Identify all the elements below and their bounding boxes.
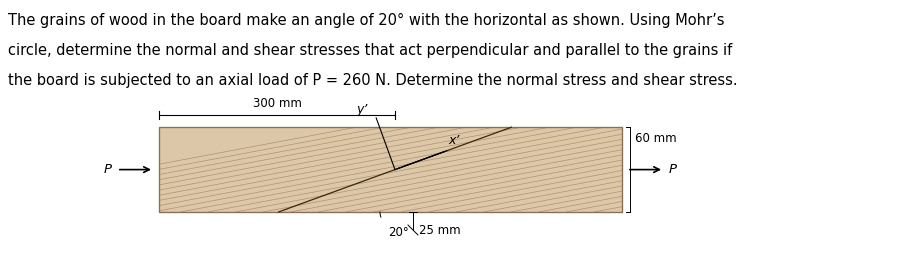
Text: 300 mm: 300 mm xyxy=(252,97,301,110)
Text: y’: y’ xyxy=(357,103,368,116)
Text: 20°: 20° xyxy=(388,226,409,239)
Text: P: P xyxy=(669,163,677,176)
Bar xyxy=(159,127,622,212)
Text: The grains of wood in the board make an angle of 20° with the horizontal as show: The grains of wood in the board make an … xyxy=(8,13,725,28)
Text: the board is subjected to an axial load of P = 260 N. Determine the normal stres: the board is subjected to an axial load … xyxy=(8,73,737,88)
Text: 60 mm: 60 mm xyxy=(635,132,676,145)
Text: circle, determine the normal and shear stresses that act perpendicular and paral: circle, determine the normal and shear s… xyxy=(8,43,732,58)
Bar xyxy=(159,127,622,212)
Text: 25 mm: 25 mm xyxy=(419,223,460,236)
Text: x’: x’ xyxy=(449,134,460,147)
Text: P: P xyxy=(104,163,112,176)
